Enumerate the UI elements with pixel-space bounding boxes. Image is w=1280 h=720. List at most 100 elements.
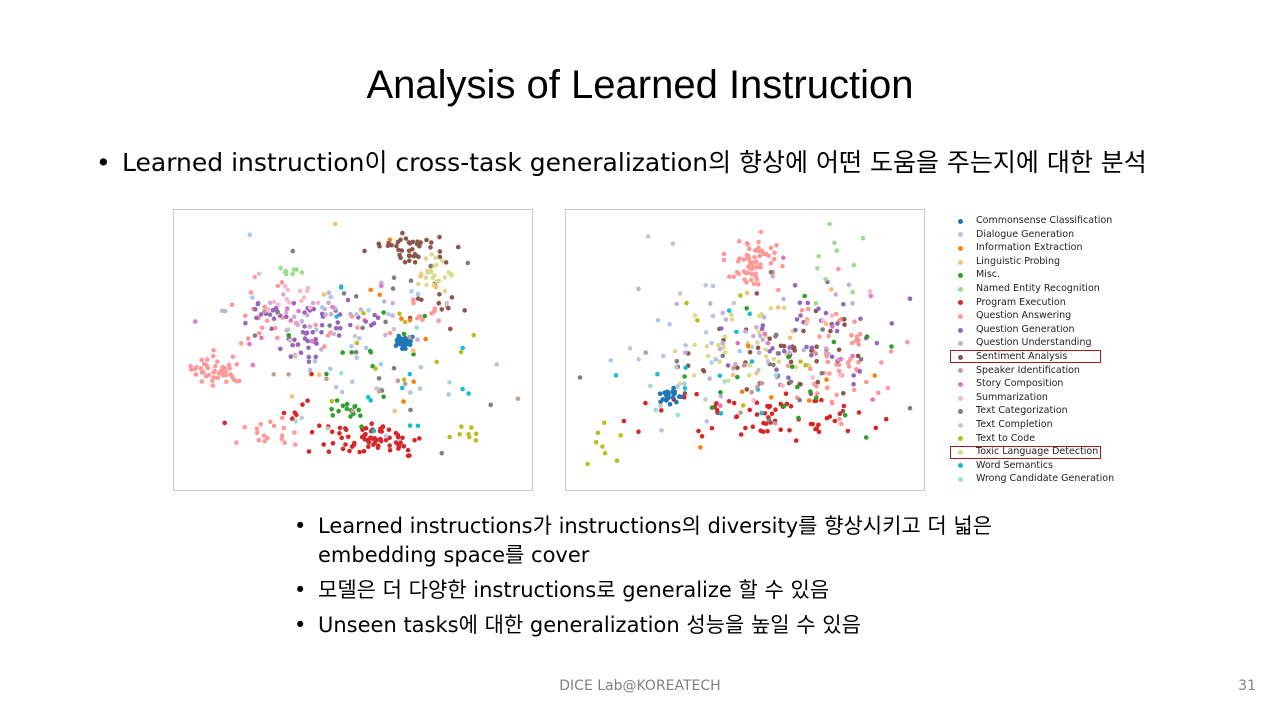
scatter-point xyxy=(339,435,344,441)
scatter-point xyxy=(353,350,359,355)
scatter-point xyxy=(415,337,420,342)
legend-item: Toxic Language Detection xyxy=(950,445,1180,459)
scatter-point xyxy=(211,369,216,375)
scatter-point xyxy=(325,333,331,338)
scatter-point xyxy=(429,252,434,257)
scatter-point xyxy=(770,274,776,279)
scatter-point xyxy=(378,362,384,367)
legend-label: Information Extraction xyxy=(976,242,1083,254)
scatter-point xyxy=(754,412,760,417)
scatter-point xyxy=(407,423,413,428)
scatter-point xyxy=(416,254,421,260)
scatter-point xyxy=(192,366,198,372)
scatter-point xyxy=(731,400,737,406)
scatter-point xyxy=(718,393,724,399)
scatter-point xyxy=(226,362,232,368)
scatter-point xyxy=(407,258,412,263)
scatter-point xyxy=(769,411,775,417)
scatter-point xyxy=(407,334,412,340)
scatter-point xyxy=(234,440,239,445)
scatter-point xyxy=(798,359,803,364)
scatter-point xyxy=(889,344,894,349)
scatter-point xyxy=(823,310,829,316)
scatter-point xyxy=(350,379,355,384)
scatter-point xyxy=(328,294,334,300)
scatter-point xyxy=(337,425,343,431)
legend-item: Story Composition xyxy=(950,377,1180,391)
scatter-point xyxy=(766,418,772,423)
scatter-point xyxy=(366,307,371,313)
scatter-point xyxy=(488,402,494,408)
scatter-point xyxy=(885,385,891,391)
legend-swatch xyxy=(958,354,963,360)
scatter-point xyxy=(328,311,334,317)
scatter-point xyxy=(595,430,601,436)
scatter-point xyxy=(433,255,439,260)
scatter-point xyxy=(368,349,374,355)
scatter-point xyxy=(759,380,765,386)
scatter-point xyxy=(415,296,421,301)
scatter-point xyxy=(749,277,754,283)
scatter-point xyxy=(798,382,803,387)
scatter-point xyxy=(381,299,387,304)
scatter-point xyxy=(768,395,774,400)
scatter-point xyxy=(879,360,884,365)
scatter-point xyxy=(756,248,762,254)
scatter-point xyxy=(787,335,793,341)
scatter-point xyxy=(352,333,358,339)
scatter-point xyxy=(795,384,800,390)
scatter-point xyxy=(842,322,847,327)
scatter-point xyxy=(462,308,468,313)
scatter-point xyxy=(682,381,687,386)
scatter-point xyxy=(776,359,782,365)
scatter-point xyxy=(720,353,725,359)
scatter-point xyxy=(731,300,737,306)
scatter-point xyxy=(293,442,298,447)
scatter-point xyxy=(805,306,811,312)
scatter-point xyxy=(699,434,705,439)
scatter-point xyxy=(371,428,377,434)
scatter-point xyxy=(254,426,260,431)
legend-item: Information Extraction xyxy=(950,241,1180,255)
scatter-point xyxy=(295,322,300,328)
scatter-point xyxy=(708,301,713,306)
scatter-point xyxy=(267,300,273,306)
scatter-point xyxy=(291,314,297,320)
scatter-point xyxy=(401,443,407,449)
scatter-point xyxy=(799,308,805,313)
scatter-point xyxy=(247,341,252,347)
scatter-point xyxy=(387,237,393,243)
scatter-point xyxy=(257,331,262,336)
scatter-point xyxy=(735,258,741,264)
scatter-point xyxy=(247,232,253,238)
scatter-point xyxy=(718,390,723,395)
scatter-point xyxy=(719,326,724,331)
scatter-point xyxy=(354,340,360,346)
scatter-point xyxy=(856,360,861,365)
scatter-point xyxy=(396,333,401,339)
scatter-point xyxy=(695,318,700,323)
scatter-point xyxy=(618,433,623,438)
scatter-point xyxy=(763,347,768,352)
scatter-point xyxy=(423,256,429,261)
scatter-point xyxy=(305,338,311,344)
scatter-point xyxy=(762,331,768,336)
scatter-point xyxy=(827,371,832,376)
scatter-point xyxy=(284,314,289,320)
scatter-point xyxy=(814,358,819,364)
scatter-point xyxy=(278,265,283,271)
legend-swatch xyxy=(958,395,963,401)
scatter-point xyxy=(273,305,279,311)
scatter-point xyxy=(747,372,752,378)
legend-item: Question Understanding xyxy=(950,336,1180,350)
scatter-point xyxy=(353,294,359,299)
scatter-point xyxy=(770,346,775,351)
scatter-point xyxy=(863,435,869,440)
scatter-point xyxy=(330,441,336,446)
scatter-point xyxy=(465,260,471,266)
scatter-point xyxy=(743,425,748,431)
scatter-point xyxy=(850,289,855,295)
sub-bullet-text: Learned instructions가 instructions의 dive… xyxy=(318,514,993,567)
scatter-point xyxy=(203,373,209,379)
scatter-point xyxy=(813,301,819,306)
